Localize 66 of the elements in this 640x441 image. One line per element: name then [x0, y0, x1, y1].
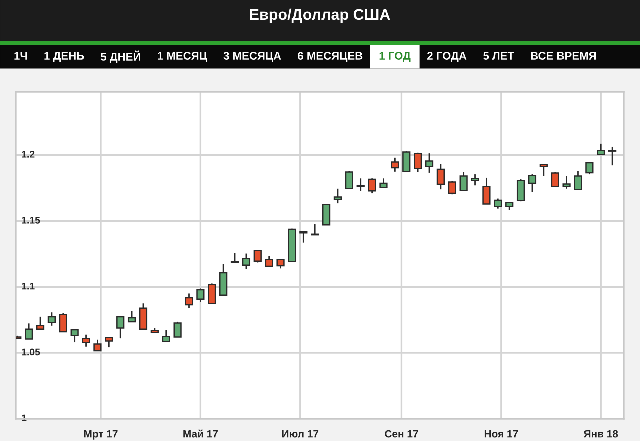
candlestick [70, 328, 79, 344]
candlestick [471, 174, 480, 186]
y-tick-label: 1.2 [22, 151, 35, 158]
text: 1 МЕСЯЦ [158, 52, 208, 62]
candlestick [300, 231, 308, 244]
candlestick [608, 146, 617, 166]
candlestick [254, 250, 262, 264]
candlestick [494, 198, 502, 210]
candlestick [25, 322, 34, 340]
x-tick-label: Мрт 17 [84, 430, 118, 440]
x-tick-label: Июл 17 [282, 430, 319, 438]
candlestick [82, 334, 90, 348]
candlestick [448, 180, 456, 196]
candlestick [162, 329, 170, 342]
text: 2 ГОДА [428, 52, 467, 62]
x-tick-label: Ноя 17 [484, 430, 518, 438]
candlestick [551, 172, 560, 188]
candlestick [220, 264, 228, 296]
x-tick-label: Май 17 [184, 430, 218, 438]
x-tick-label: Янв 18 [584, 430, 618, 438]
candlestick [562, 176, 571, 190]
text: 1 ГОД [380, 52, 411, 62]
candlestick [345, 170, 354, 190]
y-tick-label: 1.05 [22, 348, 40, 356]
y-tick-label: 1.15 [22, 217, 40, 224]
chart-title: Евро/Доллар США [250, 8, 390, 24]
candlestick [356, 178, 365, 192]
text: 5 ДНЕЙ [100, 50, 140, 64]
text: 5 ЛЕТ [484, 52, 514, 60]
candlestick [242, 253, 251, 270]
y-tick-label: 1.1 [22, 282, 35, 290]
candlestick [94, 339, 102, 352]
candlestick [139, 302, 148, 330]
candlestick [516, 178, 526, 202]
candlestick [574, 170, 582, 191]
candlestick [322, 204, 331, 226]
candlestick [368, 178, 376, 194]
candlestick [230, 252, 240, 264]
x-tick-label: Сен 17 [385, 430, 418, 438]
candlestick [196, 288, 205, 303]
candlestick [436, 163, 446, 190]
candlestick [391, 157, 400, 173]
candlestick [59, 312, 68, 333]
candlestick [48, 312, 56, 327]
candlestick [380, 178, 388, 189]
candlestick [528, 174, 537, 193]
candlestick [105, 336, 114, 348]
candlestick [402, 150, 411, 173]
candlestick [334, 188, 342, 204]
candlestick [586, 162, 594, 176]
candlestick [597, 143, 606, 156]
text: 3 МЕСЯЦА [224, 52, 282, 62]
candlestick [482, 177, 491, 205]
candlestick [116, 316, 125, 340]
candlestick [425, 152, 434, 174]
text: 1 ДЕНЬ [44, 52, 84, 62]
text: 1Ч [14, 52, 28, 60]
candlestick [185, 293, 194, 309]
text: ВСЕ ВРЕМЯ [531, 52, 596, 60]
candlestick [208, 283, 216, 305]
candlestick [174, 321, 182, 338]
candlestick [36, 316, 45, 330]
candlestick [460, 172, 468, 192]
candlestick [128, 310, 136, 323]
text: 6 МЕСЯЦЕВ [298, 52, 363, 62]
candlestick [414, 152, 422, 173]
